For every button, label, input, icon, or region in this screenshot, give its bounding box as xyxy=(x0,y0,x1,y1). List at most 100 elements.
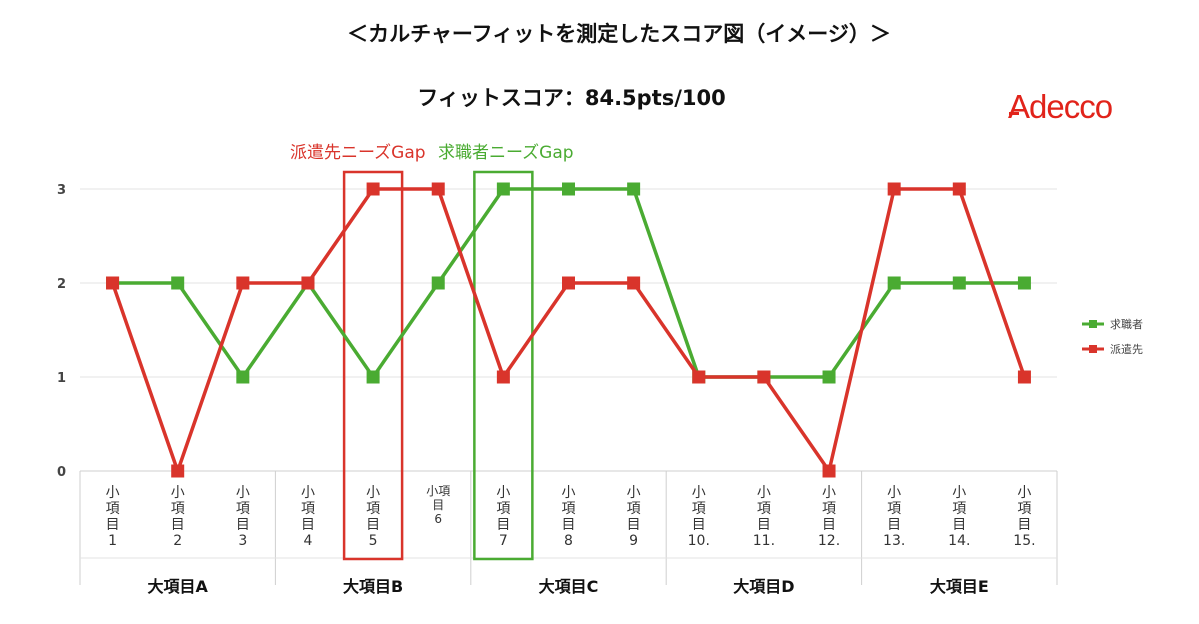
series-1-point-7 xyxy=(496,370,510,384)
x-tick-label-3: 3 xyxy=(238,533,247,549)
x-tick-label-1: 小 xyxy=(106,485,120,501)
legend-marker xyxy=(1089,320,1097,328)
x-tick-label-12: 項 xyxy=(822,501,836,517)
series-0-point-9 xyxy=(627,182,641,196)
x-tick-label-15: 15. xyxy=(1013,533,1035,549)
series-1-point-2 xyxy=(171,464,185,478)
x-tick-label-1: 項 xyxy=(106,501,120,517)
x-tick-label-9: 目 xyxy=(627,517,641,533)
group-label: 大項目A xyxy=(148,577,209,596)
x-tick-label-14: 小 xyxy=(952,485,966,501)
x-tick-label-6: 6 xyxy=(434,512,442,526)
series-1-point-5 xyxy=(366,182,380,196)
x-tick-label-2: 目 xyxy=(171,517,185,533)
series-1-point-3 xyxy=(236,276,250,290)
x-tick-label-14: 14. xyxy=(948,533,970,549)
gap-annotation-label: 求職者ニーズGap xyxy=(438,143,574,163)
series-1-point-9 xyxy=(627,276,641,290)
x-tick-label-3: 項 xyxy=(236,501,250,517)
x-tick-label-10: 目 xyxy=(692,517,706,533)
fit-score: フィットスコア：84.5pts/100 xyxy=(417,86,726,110)
group-label: 大項目D xyxy=(733,577,794,596)
gap-highlight-box xyxy=(473,170,534,561)
x-tick-label-7: 小 xyxy=(496,485,510,501)
x-tick-label-5: 小 xyxy=(366,485,380,501)
x-tick-label-4: 項 xyxy=(301,501,315,517)
x-tick-label-13: 目 xyxy=(887,517,901,533)
x-tick-label-2: 項 xyxy=(171,501,185,517)
series-line-1 xyxy=(110,187,1027,473)
series-0-point-7 xyxy=(496,182,510,196)
x-tick-label-12: 12. xyxy=(818,533,840,549)
x-tick-label-9: 項 xyxy=(627,501,641,517)
x-tick-label-15: 項 xyxy=(1017,501,1031,517)
group-label: 大項目E xyxy=(930,577,989,596)
group-label: 大項目C xyxy=(539,577,599,596)
x-tick-label-11: 小 xyxy=(757,485,771,501)
x-tick-label-3: 小 xyxy=(236,485,250,501)
series-0-point-15 xyxy=(1017,276,1031,290)
x-tick-label-9: 9 xyxy=(629,533,638,549)
y-tick-label: 1 xyxy=(57,371,66,386)
series-1-point-14 xyxy=(952,182,966,196)
group-label: 大項目B xyxy=(343,577,403,596)
x-tick-label-14: 項 xyxy=(952,501,966,517)
series-0-point-5 xyxy=(366,370,380,384)
series-1-point-10 xyxy=(692,370,706,384)
x-tick-label-9: 小 xyxy=(627,485,641,501)
x-tick-label-13: 13. xyxy=(883,533,905,549)
chart-title: ＜カルチャーフィットを測定したスコア図（イメージ）＞ xyxy=(347,22,891,46)
x-tick-label-8: 目 xyxy=(562,517,576,533)
x-tick-label-5: 項 xyxy=(366,501,380,517)
series-1-point-11 xyxy=(757,370,771,384)
x-tick-label-1: 1 xyxy=(108,533,117,549)
x-tick-label-12: 目 xyxy=(822,517,836,533)
series-1-point-6 xyxy=(431,182,445,196)
x-tick-label-11: 目 xyxy=(757,517,771,533)
x-tick-label-3: 目 xyxy=(236,517,250,533)
x-tick-label-12: 小 xyxy=(822,485,836,501)
x-tick-label-6: 小項 xyxy=(426,484,450,498)
x-tick-label-15: 目 xyxy=(1017,517,1031,533)
gap-annotation-label: 派遣先ニーズGap xyxy=(290,143,426,163)
series-0-point-14 xyxy=(952,276,966,290)
series-0-point-2 xyxy=(171,276,185,290)
series-1-point-8 xyxy=(562,276,575,290)
legend-marker xyxy=(1089,345,1097,353)
gap-highlight-box xyxy=(342,170,404,561)
x-tick-label-1: 目 xyxy=(106,517,120,533)
series-1-point-1 xyxy=(106,276,120,290)
series-1-point-4 xyxy=(301,276,315,290)
x-tick-label-10: 10. xyxy=(688,533,710,549)
x-tick-label-2: 2 xyxy=(173,533,182,549)
x-tick-label-13: 項 xyxy=(887,501,901,517)
x-tick-label-13: 小 xyxy=(887,485,901,501)
series-0-point-6 xyxy=(431,276,445,290)
series-1-point-15 xyxy=(1017,370,1031,384)
x-tick-label-10: 項 xyxy=(692,501,706,517)
x-tick-label-7: 7 xyxy=(499,533,508,549)
y-tick-label: 2 xyxy=(57,277,66,292)
x-tick-label-5: 目 xyxy=(366,517,380,533)
x-tick-label-7: 目 xyxy=(496,517,510,533)
x-tick-label-5: 5 xyxy=(369,533,378,549)
x-tick-label-7: 項 xyxy=(496,501,510,517)
x-tick-label-10: 小 xyxy=(692,485,706,501)
x-tick-label-4: 小 xyxy=(301,485,315,501)
x-tick-label-2: 小 xyxy=(171,485,185,501)
x-tick-label-15: 小 xyxy=(1017,485,1031,501)
x-tick-label-14: 目 xyxy=(952,517,966,533)
series-0-point-12 xyxy=(822,370,836,384)
series-0-point-8 xyxy=(562,182,575,196)
series-0-point-3 xyxy=(236,370,250,384)
x-tick-label-11: 項 xyxy=(757,501,771,517)
series-1-point-13 xyxy=(887,182,901,196)
legend-label: 求職者 xyxy=(1110,318,1143,331)
logo-accent-mark xyxy=(1009,112,1019,115)
series-0-point-13 xyxy=(887,276,901,290)
x-tick-label-8: 項 xyxy=(562,501,576,517)
x-tick-label-6: 目 xyxy=(432,498,444,512)
series-1-point-12 xyxy=(822,464,836,478)
y-tick-label: 0 xyxy=(57,465,66,480)
